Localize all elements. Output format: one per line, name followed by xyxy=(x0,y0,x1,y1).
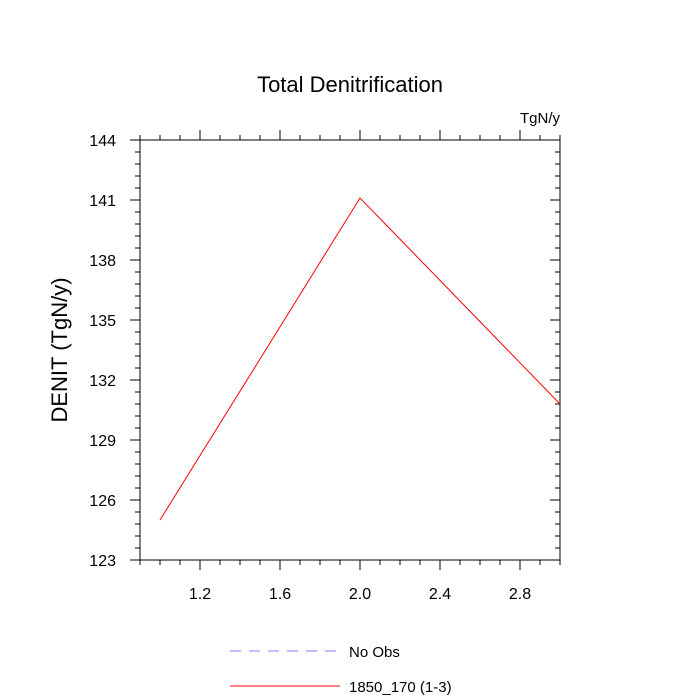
tick-labels: 123 126 129 132 135 138 141 144 1.2 1.6 2.0 2.4 2.8 xyxy=(89,133,531,603)
x-tick-label: 1.6 xyxy=(269,586,291,603)
plot-frame xyxy=(139,139,561,561)
y-tick-label: 141 xyxy=(89,193,116,210)
y-tick-label: 138 xyxy=(89,253,116,270)
series-layer xyxy=(159,197,561,521)
y-tick-label: 132 xyxy=(89,373,116,390)
y-axis-label: DENIT (TgN/y) xyxy=(47,277,72,422)
y-tick-label: 144 xyxy=(89,133,116,150)
y-tick-label: 123 xyxy=(89,553,116,570)
legend-label: 1850_170 (1-3) xyxy=(349,679,452,696)
series-line xyxy=(159,197,561,521)
x-tick-label: 2.4 xyxy=(429,586,451,603)
units-label: TgN/y xyxy=(520,110,561,127)
chart-title: Total Denitrification xyxy=(257,72,443,97)
y-tick-label: 126 xyxy=(89,493,116,510)
y-tick-label: 129 xyxy=(89,433,116,450)
legend: No Obs 1850_170 (1-3) xyxy=(230,644,452,696)
x-tick-label: 2.0 xyxy=(349,586,371,603)
x-tick-label: 2.8 xyxy=(509,586,531,603)
axis-ticks xyxy=(130,130,561,570)
legend-label: No Obs xyxy=(349,644,400,661)
x-tick-label: 1.2 xyxy=(189,586,211,603)
y-tick-label: 135 xyxy=(89,313,116,330)
